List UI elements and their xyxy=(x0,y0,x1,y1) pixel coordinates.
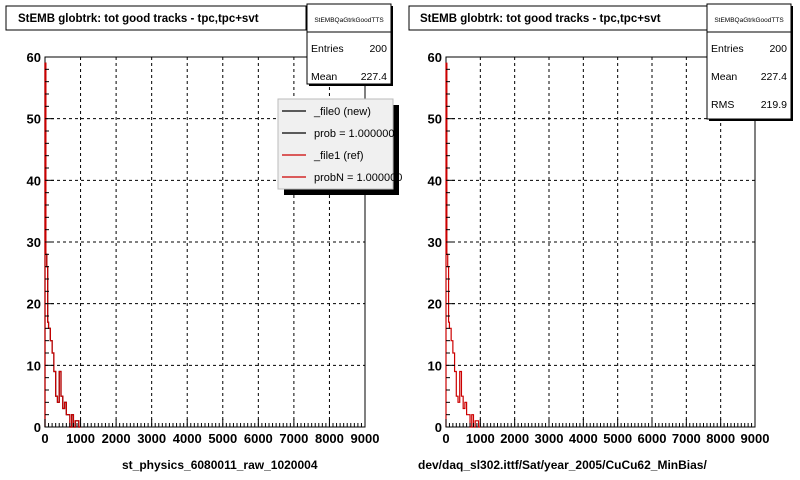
x-tick-label: 6000 xyxy=(244,431,273,446)
legend-label: probN = 1.000000 xyxy=(314,172,402,184)
chart-title: StEMB globtrk: tot good tracks - tpc,tpc… xyxy=(18,13,259,25)
y-tick-label: 20 xyxy=(27,297,41,312)
y-tick-label: 20 xyxy=(428,297,442,312)
y-axis: 0 10 20 30 40 50 60 xyxy=(27,50,54,435)
x-axis-title: dev/daq_sl302.ittf/Sat/year_2005/CuCu62_… xyxy=(418,458,707,472)
stats-value: 219.9 xyxy=(761,99,787,111)
title-box xyxy=(408,5,708,31)
stats-label: Entries xyxy=(311,43,344,55)
x-tick-label: 5000 xyxy=(208,431,237,446)
x-tick-label: 7000 xyxy=(279,431,308,446)
legend: _file0 (new) prob = 1.000000 _file1 (ref) p… xyxy=(277,98,402,195)
chart-panel-2: 0 1000 2000 3000 4000 5000 6000 7000 8000 9000 0 10… xyxy=(408,3,793,472)
y-tick-label: 60 xyxy=(27,50,41,65)
x-tick-label: 2000 xyxy=(500,431,529,446)
y-tick-label: 10 xyxy=(27,358,41,373)
x-tick-label: 1000 xyxy=(66,431,95,446)
y-tick-label: 60 xyxy=(428,50,442,65)
stats-name: StEMBQaGtrkGoodTTS xyxy=(314,17,384,24)
stats-box: StEMBQaGtrkGoodTTS Entries 200 Mean 227.4 xyxy=(306,3,393,86)
y-tick-label: 30 xyxy=(27,235,41,250)
stats-value: 227.4 xyxy=(361,71,387,83)
stats-label: Mean xyxy=(311,71,337,83)
chart-panel-1: 0 1000 2000 3000 4000 5000 6000 7000 8000 9000 0 10… xyxy=(5,3,402,472)
legend-label: _file0 (new) xyxy=(313,106,371,118)
x-axis: 0 1000 2000 3000 4000 5000 6000 7000 8000 9000 xyxy=(41,419,379,446)
stats-name: StEMBQaGtrkGoodTTS xyxy=(714,17,784,24)
stats-box: StEMBQaGtrkGoodTTS Entries 200 Mean 227.4 RMS… xyxy=(706,3,793,121)
x-tick-label: 7000 xyxy=(672,431,701,446)
x-tick-label: 0 xyxy=(41,431,48,446)
y-tick-label: 0 xyxy=(435,420,442,435)
y-tick-label: 30 xyxy=(428,235,442,250)
y-tick-label: 0 xyxy=(34,420,41,435)
x-tick-label: 4000 xyxy=(569,431,598,446)
x-tick-label: 5000 xyxy=(603,431,632,446)
stats-value: 200 xyxy=(369,43,387,55)
histogram-series-1 xyxy=(445,62,481,428)
x-tick-label: 2000 xyxy=(102,431,131,446)
legend-label: prob = 1.000000 xyxy=(314,128,394,140)
legend-frame xyxy=(277,98,394,190)
x-axis-title: st_physics_6080011_raw_1020004 xyxy=(122,458,318,472)
histogram-series-2 xyxy=(44,62,81,428)
x-tick-label: 6000 xyxy=(638,431,667,446)
title-box xyxy=(5,5,307,31)
x-axis: 0 1000 2000 3000 4000 5000 6000 7000 8000 9000 xyxy=(442,419,769,446)
stats-value: 200 xyxy=(769,43,787,55)
x-tick-label: 8000 xyxy=(315,431,344,446)
y-tick-label: 50 xyxy=(428,112,442,127)
x-tick-label: 8000 xyxy=(706,431,735,446)
legend-label: _file1 (ref) xyxy=(313,150,364,162)
y-tick-label: 40 xyxy=(27,173,41,188)
x-tick-label: 9000 xyxy=(741,431,770,446)
stats-label: RMS xyxy=(711,99,734,111)
stats-label: Entries xyxy=(711,43,744,55)
x-tick-label: 3000 xyxy=(535,431,564,446)
stats-value: 227.4 xyxy=(761,71,787,83)
stats-box-frame xyxy=(306,3,392,85)
y-axis: 0 10 20 30 40 50 60 xyxy=(428,50,455,435)
x-tick-label: 0 xyxy=(442,431,449,446)
x-tick-label: 4000 xyxy=(173,431,202,446)
x-tick-label: 3000 xyxy=(137,431,166,446)
y-tick-label: 40 xyxy=(428,173,442,188)
y-tick-label: 10 xyxy=(428,358,442,373)
plot-frame xyxy=(445,56,756,428)
x-tick-label: 9000 xyxy=(351,431,380,446)
y-tick-label: 50 xyxy=(27,112,41,127)
x-tick-label: 1000 xyxy=(466,431,495,446)
stats-box-frame xyxy=(706,3,792,120)
grid xyxy=(446,57,755,427)
chart-title: StEMB globtrk: tot good tracks - tpc,tpc… xyxy=(420,13,661,25)
stats-label: Mean xyxy=(711,71,737,83)
